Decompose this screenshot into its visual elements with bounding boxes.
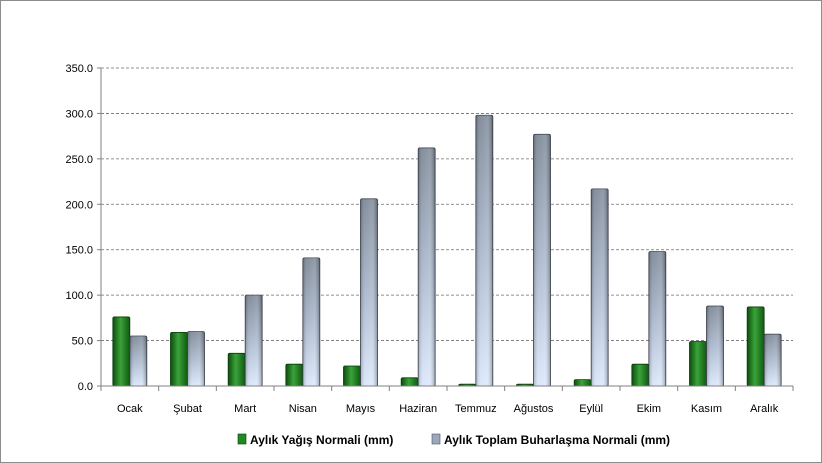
legend-label-evaporation: Aylık Toplam Buharlaşma Normali (mm)	[444, 433, 670, 447]
bar-shading	[706, 306, 724, 386]
bar-shading	[418, 147, 436, 386]
legend-label-precipitation: Aylık Yağış Normali (mm)	[250, 433, 393, 447]
y-tick-label: 250.0	[65, 154, 93, 166]
y-tick-label: 200.0	[65, 199, 93, 211]
bar-precipitation	[746, 306, 765, 387]
y-tick-label: 300.0	[65, 108, 93, 120]
bar-precipitation	[112, 316, 131, 387]
bar-precipitation	[573, 379, 592, 387]
x-tick-label: Nisan	[289, 403, 317, 415]
bar-shading	[648, 251, 666, 386]
bar-precipitation	[689, 341, 707, 387]
x-axis-tick-labels: Ocak Şubat Mart Nisan Mayıs Haziran Temmuz Ağus…	[117, 403, 779, 415]
bar-precipitation	[170, 331, 188, 387]
x-tick-label: Kasım	[691, 403, 722, 415]
x-tick-label: Mayıs	[346, 403, 376, 415]
bar-shading	[591, 188, 609, 386]
bar-precipitation	[285, 363, 304, 387]
x-tick-label: Ocak	[117, 403, 143, 415]
y-axis-tick-labels: 0.0 50.0 100.0 150.0 200.0 250.0 300.0 350.0	[65, 63, 93, 393]
bar-shading	[129, 336, 147, 386]
y-tick-label: 50.0	[72, 336, 93, 348]
bar-precipitation	[631, 363, 650, 387]
axes	[97, 67, 794, 391]
y-tick-label: 150.0	[65, 245, 93, 257]
x-tick-label: Ağustos	[514, 403, 554, 415]
legend-item-precipitation: Aylık Yağış Normali (mm)	[237, 433, 393, 447]
bar-shading	[245, 295, 263, 386]
y-tick-label: 100.0	[65, 290, 93, 302]
legend-swatch-precipitation	[237, 433, 247, 445]
legend-item-evaporation: Aylık Toplam Buharlaşma Normali (mm)	[431, 433, 670, 447]
bar-shading	[187, 331, 205, 386]
x-tick-label: Haziran	[399, 403, 437, 415]
x-tick-label: Eylül	[579, 403, 603, 415]
bar-precipitation	[400, 377, 419, 387]
x-tick-label: Temmuz	[455, 403, 497, 415]
bars	[112, 114, 782, 387]
legend-swatch-evaporation	[431, 433, 441, 445]
x-tick-label: Şubat	[173, 403, 202, 415]
legend: Aylık Yağış Normali (mm) Aylık Toplam Bu…	[237, 433, 670, 447]
bar-shading	[533, 134, 551, 386]
bar-precipitation	[343, 365, 361, 387]
y-tick-label: 0.0	[78, 381, 93, 393]
bar-precipitation	[227, 352, 246, 387]
bar-shading	[475, 115, 493, 386]
x-tick-label: Aralık	[750, 403, 779, 415]
x-tick-label: Ekim	[637, 403, 661, 415]
gridlines	[101, 67, 793, 341]
x-tick-label: Mart	[234, 403, 256, 415]
bar-shading	[302, 257, 320, 386]
bar-shading	[764, 334, 782, 386]
bar-shading	[360, 198, 378, 386]
y-tick-label: 350.0	[65, 63, 93, 75]
